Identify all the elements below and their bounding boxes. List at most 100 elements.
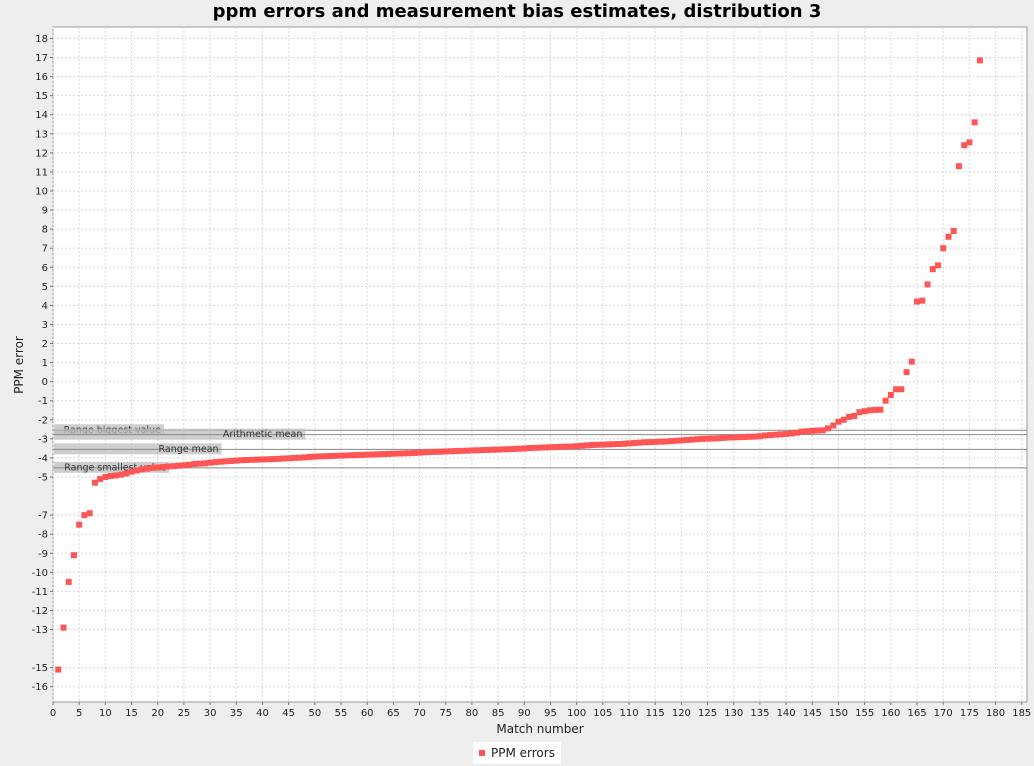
data-point: [70, 552, 77, 559]
data-point: [746, 433, 753, 440]
data-point: [631, 440, 638, 447]
data-point: [364, 451, 371, 458]
data-point: [626, 440, 633, 447]
data-point: [584, 442, 591, 449]
data-point: [537, 444, 543, 451]
data-point: [495, 446, 502, 453]
data-point: [123, 470, 130, 477]
data-point: [432, 448, 439, 455]
y-axis-label: PPM error: [12, 336, 26, 394]
x-axis-label: Match number: [496, 722, 583, 736]
data-point: [573, 443, 580, 450]
data-point: [725, 434, 732, 441]
data-point: [353, 452, 360, 459]
x-tick-label: 100: [567, 708, 586, 719]
y-tick-label: 1: [42, 358, 48, 369]
data-point: [589, 441, 596, 448]
data-point: [762, 432, 769, 439]
data-point: [568, 443, 575, 450]
marker-lines: Range biggest valueArithmetic meanRange …: [53, 424, 1027, 473]
data-point: [301, 454, 308, 461]
x-tick-label: 140: [777, 708, 796, 719]
data-point: [269, 456, 276, 463]
y-tick-label: 0: [42, 377, 48, 388]
data-point: [934, 262, 941, 269]
data-point: [437, 448, 444, 455]
data-point: [233, 457, 240, 464]
data-point: [950, 228, 957, 235]
data-point: [322, 453, 329, 460]
data-point: [327, 453, 334, 460]
data-point: [662, 438, 669, 445]
y-tick-label: -7: [38, 511, 48, 522]
data-point: [720, 434, 727, 441]
data-point: [400, 450, 407, 457]
data-point: [521, 445, 528, 452]
legend: PPM errors: [473, 742, 561, 764]
y-tick-label: 4: [42, 301, 48, 312]
y-tick-label: -4: [38, 453, 48, 464]
data-point: [175, 462, 182, 469]
data-point: [128, 468, 135, 475]
x-tick-label: 110: [619, 708, 638, 719]
data-point: [348, 452, 355, 459]
data-point: [285, 455, 292, 462]
y-tick-label: 3: [42, 320, 48, 331]
data-point: [646, 439, 653, 446]
y-tick-label: 10: [35, 186, 48, 197]
x-tick-label: 170: [934, 708, 953, 719]
data-point: [248, 456, 255, 463]
data-point: [317, 453, 324, 460]
data-point: [191, 461, 198, 468]
data-points: [55, 57, 983, 673]
x-tick-label: 85: [492, 708, 505, 719]
x-tick-label: 145: [803, 708, 822, 719]
data-point: [578, 442, 585, 449]
data-point: [55, 666, 62, 673]
y-tick-label: -2: [38, 415, 48, 426]
x-tick-label: 50: [308, 708, 321, 719]
y-tick-label: 8: [42, 225, 48, 236]
y-tick-label: -16: [32, 682, 48, 693]
data-point: [966, 139, 973, 146]
data-point: [709, 435, 716, 442]
data-point: [605, 441, 612, 448]
y-tick-label: -1: [38, 396, 48, 407]
data-point: [940, 245, 947, 252]
x-tick-label: 35: [230, 708, 243, 719]
y-tick-label: -8: [38, 530, 48, 541]
x-axis-ticks: 0 5 10 15 20 25 30 35 40 45 50 55 60 65 70 75 80 85 90 95 10…: [50, 702, 1031, 719]
data-point: [898, 386, 905, 393]
data-point: [489, 446, 496, 453]
data-point: [154, 464, 161, 471]
data-point: [851, 412, 858, 419]
data-point: [893, 386, 900, 393]
y-tick-label: -9: [38, 549, 48, 560]
data-point: [296, 454, 303, 461]
data-point: [207, 459, 214, 466]
data-point: [756, 433, 763, 440]
data-point: [65, 578, 72, 585]
x-tick-label: 105: [593, 708, 612, 719]
data-point: [510, 445, 517, 452]
y-tick-label: -3: [38, 434, 48, 445]
y-tick-label: -10: [32, 568, 48, 579]
y-tick-label: -15: [32, 663, 48, 674]
data-point: [741, 433, 748, 440]
y-tick-label: 16: [35, 72, 48, 83]
data-point: [516, 445, 523, 452]
data-point: [505, 446, 512, 453]
data-point: [835, 418, 842, 425]
data-point: [416, 449, 423, 456]
y-tick-label: 9: [42, 206, 48, 217]
data-point: [636, 439, 643, 446]
marker-label: Range mean: [158, 444, 218, 455]
y-tick-label: 14: [35, 110, 48, 121]
data-point: [557, 443, 564, 450]
x-tick-label: 150: [829, 708, 848, 719]
data-point: [343, 452, 350, 459]
data-point: [961, 142, 968, 149]
data-point: [688, 436, 695, 443]
data-point: [793, 429, 800, 436]
data-point: [641, 439, 648, 446]
